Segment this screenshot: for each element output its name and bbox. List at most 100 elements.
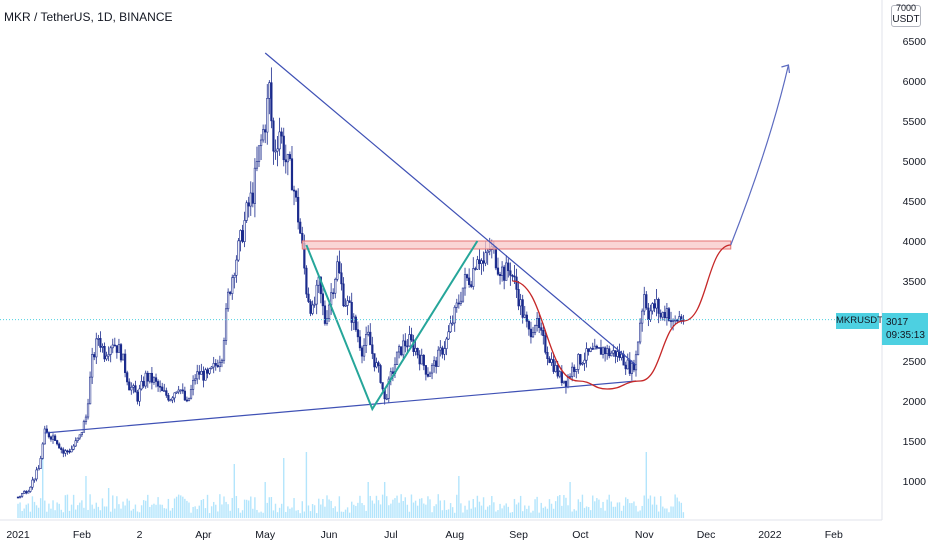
candle-body	[676, 319, 679, 322]
candle-body	[115, 345, 118, 353]
volume-bar	[153, 503, 155, 518]
volume-bar	[441, 510, 444, 518]
volume-bar	[410, 494, 413, 518]
volume-bar	[449, 503, 452, 518]
candle-body	[546, 352, 549, 359]
volume-bar	[252, 508, 254, 518]
candle-body	[657, 298, 660, 314]
volume-bar	[190, 512, 192, 518]
volume-bar	[484, 509, 487, 518]
volume-bar	[287, 506, 289, 518]
candle-body	[284, 159, 287, 163]
candle-body	[484, 252, 487, 264]
volume-bar	[289, 508, 291, 518]
volume-bar	[662, 506, 664, 518]
candle-body	[655, 298, 658, 309]
candle-body	[235, 259, 238, 276]
candle-body	[136, 391, 139, 402]
candle-body	[459, 300, 463, 304]
candle-body	[208, 368, 211, 374]
candle-body	[253, 167, 257, 204]
candle-body	[575, 369, 578, 372]
x-tick-label: Dec	[697, 529, 716, 541]
candle-body	[70, 449, 73, 453]
volume-bar	[592, 495, 594, 518]
volume-bar	[641, 505, 643, 518]
volume-bar	[225, 501, 227, 518]
candle-body	[286, 154, 289, 163]
volume-bar	[618, 502, 621, 518]
projection-arrow-line	[730, 64, 790, 246]
volume-bar	[540, 502, 542, 518]
volume-bar	[363, 505, 365, 518]
volume-bar	[373, 503, 376, 518]
candle-body	[159, 385, 162, 388]
last-price-value: 3017	[886, 317, 909, 328]
volume-bar	[585, 506, 588, 518]
y-tick-label: 2000	[903, 396, 927, 408]
volume-bar	[268, 497, 271, 518]
candle-body	[414, 347, 417, 352]
candle-body	[214, 363, 217, 366]
candle-body	[439, 347, 442, 351]
candle-body	[665, 308, 668, 319]
volume-bar	[425, 504, 427, 518]
volume-bar	[497, 510, 499, 518]
candle-body	[144, 372, 147, 387]
volume-bar	[495, 511, 497, 518]
candle-body	[387, 378, 390, 399]
candle-body	[62, 449, 65, 454]
candle-body	[661, 312, 664, 318]
volume-bar	[87, 509, 89, 518]
volume-bar	[184, 498, 186, 518]
candle-body	[620, 353, 623, 358]
x-tick-label: May	[255, 529, 276, 541]
candle-body	[680, 316, 683, 321]
volume-bar	[89, 494, 91, 518]
candle-body	[229, 291, 232, 294]
candle-body	[626, 359, 629, 370]
candle-body	[202, 371, 205, 381]
candle-body	[140, 380, 143, 390]
volume-bar	[68, 510, 71, 518]
candle-body	[500, 266, 504, 276]
candle-body	[496, 267, 500, 275]
volume-bar	[639, 510, 641, 518]
candle-body	[262, 129, 265, 141]
volume-bar	[546, 508, 549, 518]
volume-bar	[559, 494, 561, 518]
candle-body	[373, 353, 376, 368]
candle-body	[583, 359, 586, 364]
candle-body	[239, 230, 242, 242]
volume-bar	[365, 510, 367, 518]
volume-bar	[311, 504, 314, 518]
volume-bar	[334, 506, 336, 518]
volume-bar	[620, 510, 623, 518]
volume-bar	[202, 499, 205, 518]
candle-body	[593, 345, 596, 350]
volume-bar	[93, 508, 95, 518]
volume-bar	[52, 500, 54, 518]
zigzag-pattern	[305, 240, 479, 412]
candle-body	[517, 289, 520, 307]
volume-bar	[627, 498, 629, 518]
volume-bar	[565, 497, 567, 518]
candle-body	[599, 347, 603, 355]
candle-body	[74, 440, 77, 447]
candle-body	[222, 340, 226, 361]
candle-body	[564, 380, 568, 388]
candle-body	[362, 345, 366, 357]
volume-bar	[54, 510, 56, 518]
volume-bar	[60, 509, 62, 518]
currency-unit-button[interactable]: 7000 USDT	[891, 3, 921, 27]
candle-body	[478, 259, 481, 264]
candle-body	[189, 389, 193, 399]
candle-body	[220, 359, 224, 363]
volume-bar	[437, 494, 439, 518]
volume-bar	[346, 507, 349, 518]
candle-body	[649, 310, 652, 320]
candle-body	[53, 435, 57, 441]
candle-body	[268, 82, 271, 99]
